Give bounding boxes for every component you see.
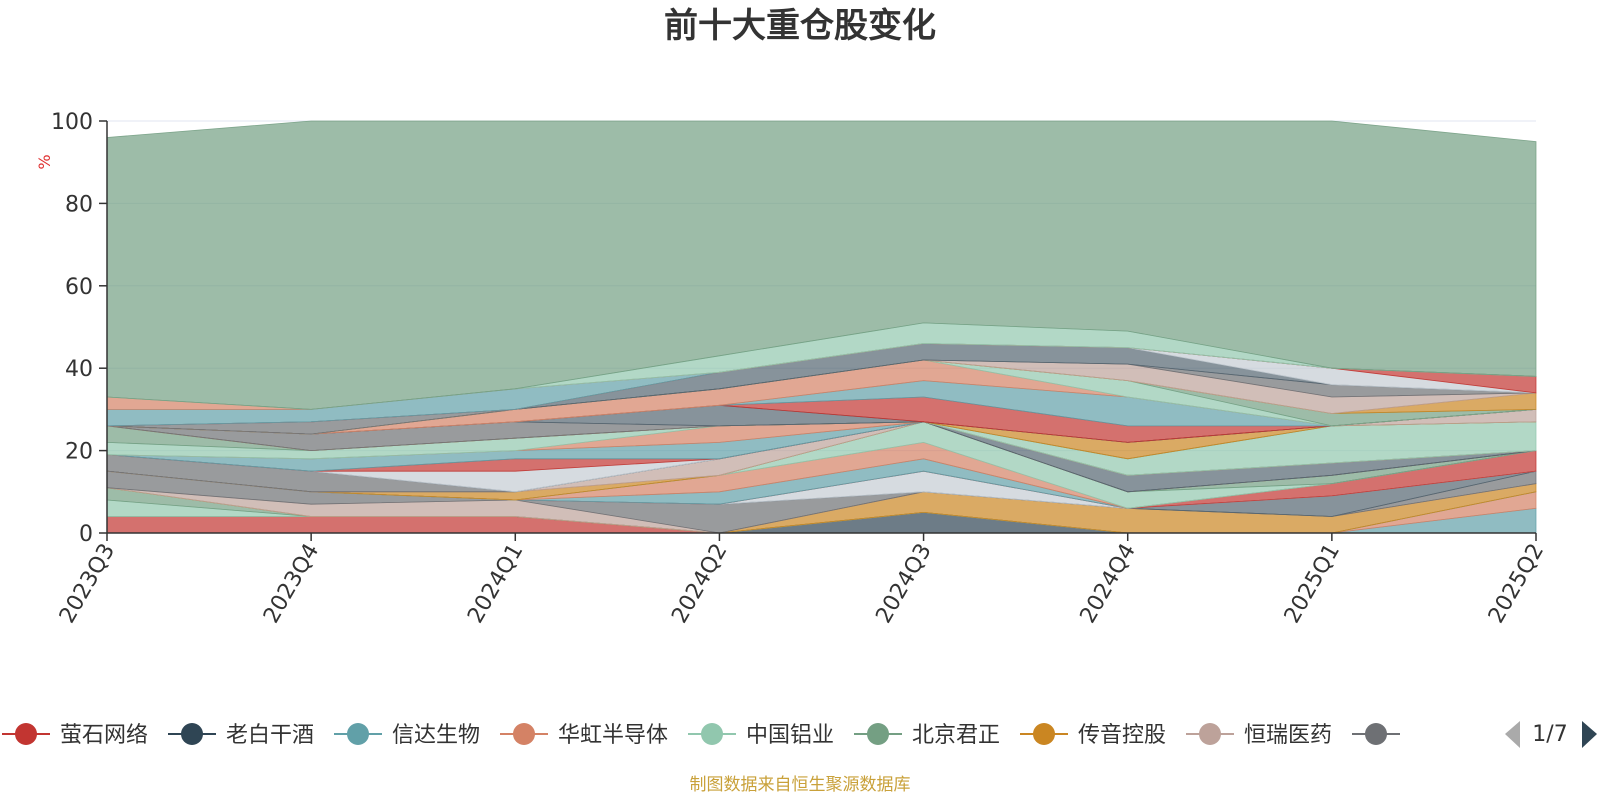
- legend-label: 恒瑞医药: [1244, 723, 1332, 748]
- triangle-right-icon[interactable]: [1582, 721, 1597, 748]
- y-tick-label: 0: [79, 522, 93, 547]
- x-tick-label: 2025Q1: [1280, 540, 1345, 628]
- legend-marker: [701, 723, 723, 745]
- legend-marker: [347, 723, 369, 745]
- legend-item[interactable]: 信达生物: [334, 723, 480, 748]
- legend-item[interactable]: 中国铝业: [688, 723, 834, 748]
- x-tick-label: 2024Q2: [667, 540, 732, 628]
- x-tick-label: 2023Q3: [55, 540, 120, 628]
- legend-marker: [867, 723, 889, 745]
- legend-label: 传音控股: [1078, 723, 1166, 748]
- y-tick-label: 100: [51, 110, 93, 135]
- x-tick-label: 2023Q4: [259, 540, 324, 628]
- triangle-left-icon[interactable]: [1505, 721, 1520, 748]
- x-tick-label: 2025Q2: [1484, 540, 1549, 628]
- legend-marker: [181, 723, 203, 745]
- y-tick-label: 40: [65, 357, 93, 382]
- legend-item[interactable]: 传音控股: [1020, 723, 1166, 748]
- legend-item[interactable]: 老白干酒: [168, 723, 314, 748]
- legend-label: 老白干酒: [226, 723, 314, 748]
- legend-marker: [513, 723, 535, 745]
- x-tick-label: 2024Q4: [1076, 540, 1141, 628]
- y-axis-ticks: 0 20 40 60 80 100: [51, 110, 107, 547]
- legend-item[interactable]: 恒瑞医药: [1186, 723, 1332, 748]
- y-axis-unit: %: [35, 154, 54, 169]
- legend[interactable]: 萤石网络 老白干酒 信达生物 华虹半导体 中国铝业 北京君正 传音控股 恒瑞医药: [2, 723, 1400, 748]
- legend-marker: [1365, 723, 1387, 745]
- legend-label: 中国铝业: [746, 723, 834, 748]
- legend-label: 北京君正: [912, 723, 1000, 748]
- y-tick-label: 20: [65, 440, 93, 465]
- legend-label: 萤石网络: [60, 723, 148, 748]
- area-series-44: [106, 120, 1537, 410]
- legend-marker: [1033, 723, 1055, 745]
- legend-marker: [15, 723, 37, 745]
- x-tick-label: 2024Q3: [871, 540, 936, 628]
- y-tick-label: 60: [65, 275, 93, 300]
- legend-marker: [1199, 723, 1221, 745]
- legend-item[interactable]: 萤石网络: [2, 723, 148, 748]
- legend-label: 信达生物: [392, 723, 480, 748]
- x-axis-ticks: 2023Q3 2023Q4 2024Q1 2024Q2 2024Q3 2024Q4 2025…: [55, 533, 1549, 628]
- legend-item[interactable]: [1352, 723, 1400, 745]
- y-tick-label: 80: [65, 192, 93, 217]
- legend-page-indicator: 1/7: [1532, 722, 1567, 747]
- x-tick-label: 2024Q1: [463, 540, 528, 628]
- stacked-areas: [106, 120, 1537, 534]
- data-source-note: 制图数据来自恒生聚源数据库: [690, 775, 911, 795]
- legend-item[interactable]: 华虹半导体: [500, 723, 668, 748]
- legend-item[interactable]: 北京君正: [854, 723, 1000, 748]
- legend-pager: 1/7: [1505, 721, 1597, 748]
- axes: [106, 121, 1536, 534]
- legend-label: 华虹半导体: [558, 723, 668, 748]
- chart-title: 前十大重仓股变化: [664, 6, 936, 46]
